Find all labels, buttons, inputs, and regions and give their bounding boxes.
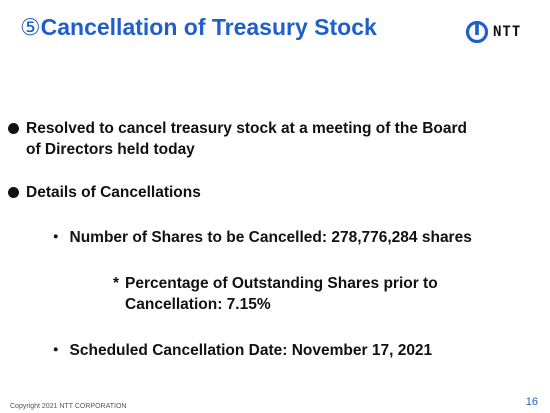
title-number: ⑤	[20, 14, 41, 40]
date-marker: ・	[48, 342, 64, 359]
bullet-resolution: Resolved to cancel treasury stock at a m…	[8, 118, 467, 160]
bullet-dot-icon	[8, 123, 19, 134]
bullet-resolution-text: Resolved to cancel treasury stock at a m…	[26, 118, 467, 160]
bullet-resolution-line2: of Directors held today	[26, 141, 195, 158]
bullet-details: Details of Cancellations	[8, 182, 201, 203]
bullet-details-text: Details of Cancellations	[26, 184, 201, 201]
percentage-text: Percentage of Outstanding Shares prior t…	[125, 273, 438, 315]
title-text: Cancellation of Treasury Stock	[40, 14, 377, 40]
detail-date: ・ Scheduled Cancellation Date: November …	[48, 340, 432, 361]
bullet-dot-icon	[8, 187, 19, 198]
percentage-line2: Cancellation: 7.15%	[125, 296, 271, 313]
date-text: Scheduled Cancellation Date: November 17…	[69, 342, 433, 359]
percentage-line1: Percentage of Outstanding Shares prior t…	[125, 275, 438, 292]
shares-marker: ・	[48, 229, 64, 246]
detail-shares: ・ Number of Shares to be Cancelled: 278,…	[48, 227, 472, 248]
detail-percentage: * Percentage of Outstanding Shares prior…	[113, 273, 438, 315]
percentage-marker: *	[113, 275, 120, 292]
logo-text: NTT	[493, 24, 522, 40]
ntt-logo: NTT	[465, 19, 521, 45]
shares-text: Number of Shares to be Cancelled: 278,77…	[69, 229, 472, 246]
page-number: 16	[525, 396, 538, 408]
bullet-resolution-line1: Resolved to cancel treasury stock at a m…	[26, 120, 468, 137]
slide-title: ⑤Cancellation of Treasury Stock	[20, 14, 377, 41]
copyright-footer: Copyright 2021 NTT CORPORATION	[10, 403, 127, 410]
ntt-logo-icon	[465, 20, 489, 44]
